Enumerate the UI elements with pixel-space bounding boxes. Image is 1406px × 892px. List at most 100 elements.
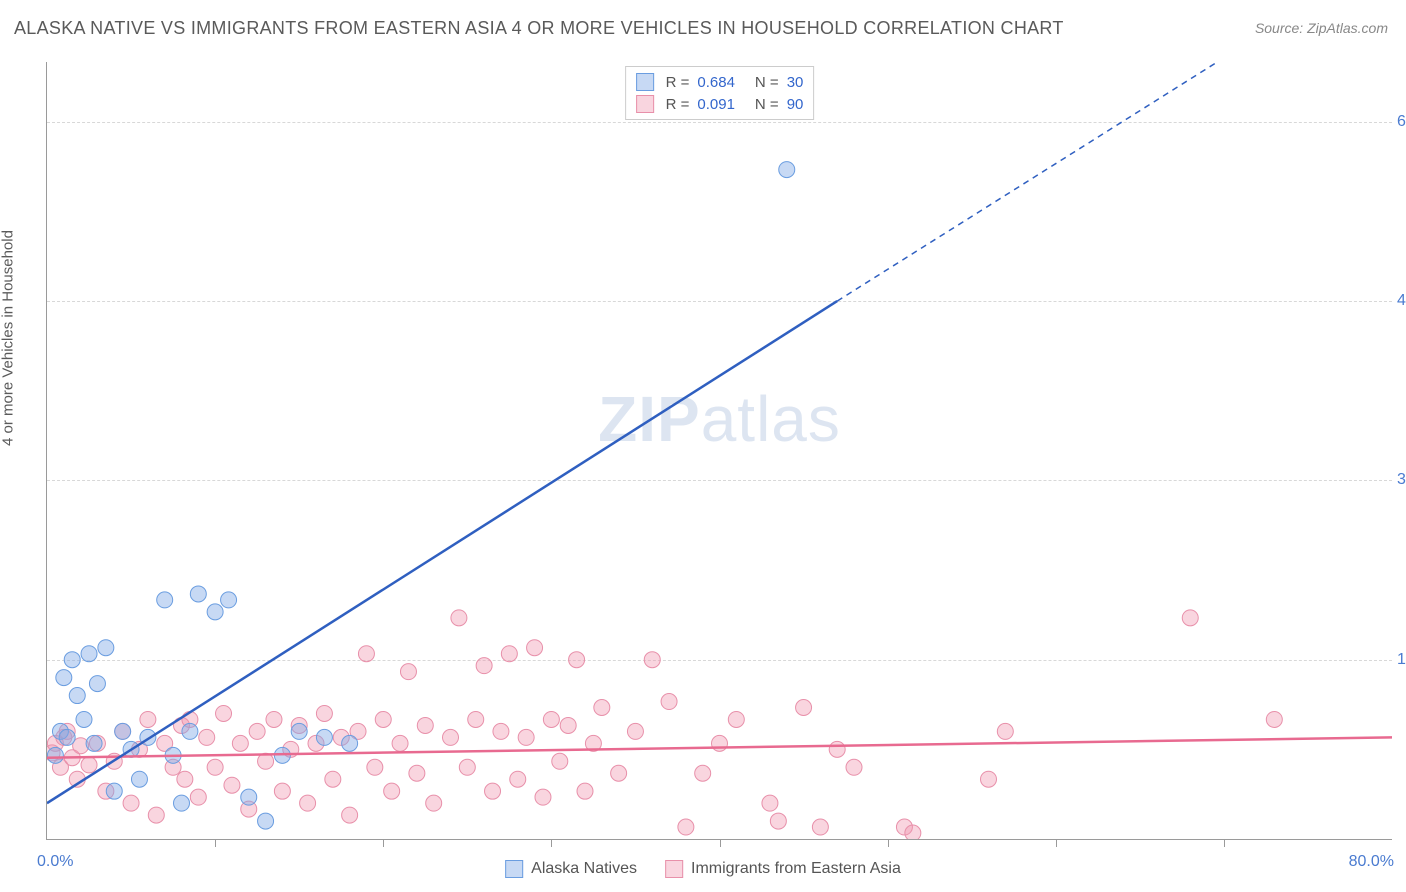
point-b [316,705,332,721]
source-attribution: Source: ZipAtlas.com [1255,20,1388,36]
point-b [527,640,543,656]
point-b [905,825,921,839]
point-b [627,723,643,739]
point-b [678,819,694,835]
point-b [81,757,97,773]
point-b [266,711,282,727]
point-b [400,664,416,680]
point-a [76,711,92,727]
point-b [535,789,551,805]
point-b [577,783,593,799]
x-tick [720,839,721,847]
point-b [216,705,232,721]
point-b [485,783,501,799]
point-b [501,646,517,662]
point-b [249,723,265,739]
point-b [552,753,568,769]
point-b [325,771,341,787]
point-b [712,735,728,751]
point-b [190,789,206,805]
legend-label-b: Immigrants from Eastern Asia [691,860,901,878]
point-a [131,771,147,787]
point-a [64,652,80,668]
point-b [468,711,484,727]
point-b [148,807,164,823]
point-b [224,777,240,793]
point-b [518,729,534,745]
point-a [98,640,114,656]
point-b [611,765,627,781]
legend-swatch-b [636,95,654,113]
n-label-a: N = [755,74,779,91]
point-a [221,592,237,608]
point-b [829,741,845,757]
legend-bottom: Alaska Natives Immigrants from Eastern A… [505,860,901,878]
y-tick-label: 30.0% [1397,471,1406,489]
legend-stats-row-a: R = 0.684 N = 30 [636,71,804,93]
point-a [86,735,102,751]
point-a [47,747,63,763]
chart-title: ALASKA NATIVE VS IMMIGRANTS FROM EASTERN… [14,18,1064,39]
point-b [981,771,997,787]
legend-swatch-b-bottom [665,860,683,878]
point-b [342,807,358,823]
y-tick-label: 60.0% [1397,113,1406,131]
point-a [157,592,173,608]
r-value-a: 0.684 [697,74,735,91]
point-b [300,795,316,811]
point-b [384,783,400,799]
point-b [367,759,383,775]
r-label-a: R = [666,74,690,91]
x-tick [215,839,216,847]
point-b [140,711,156,727]
point-b [451,610,467,626]
point-a [316,729,332,745]
point-b [123,795,139,811]
point-b [695,765,711,781]
point-b [476,658,492,674]
point-b [728,711,744,727]
legend-label-a: Alaska Natives [531,860,637,878]
point-b [661,694,677,710]
point-a [81,646,97,662]
legend-item-b: Immigrants from Eastern Asia [665,860,901,878]
regression-line-a-solid [47,301,837,803]
point-b [274,783,290,799]
n-value-b: 90 [787,96,804,113]
point-a [779,162,795,178]
r-value-b: 0.091 [697,96,735,113]
point-b [644,652,660,668]
point-b [409,765,425,781]
point-b [232,735,248,751]
n-label-b: N = [755,96,779,113]
point-a [69,688,85,704]
point-b [594,700,610,716]
point-a [115,723,131,739]
point-a [190,586,206,602]
point-a [342,735,358,751]
x-tick [888,839,889,847]
point-b [543,711,559,727]
point-b [443,729,459,745]
point-b [846,759,862,775]
point-b [569,652,585,668]
point-b [375,711,391,727]
point-a [258,813,274,829]
legend-stats-box: R = 0.684 N = 30 R = 0.091 N = 90 [625,66,815,120]
point-b [1182,610,1198,626]
y-tick-label: 45.0% [1397,292,1406,310]
point-b [392,735,408,751]
y-tick-label: 15.0% [1397,651,1406,669]
point-b [358,646,374,662]
point-a [182,723,198,739]
point-b [812,819,828,835]
point-b [997,723,1013,739]
point-b [426,795,442,811]
point-a [89,676,105,692]
point-a [291,723,307,739]
point-b [493,723,509,739]
x-tick [1056,839,1057,847]
regression-line-a-dashed [837,62,1274,301]
point-b [207,759,223,775]
plot-area: ZIPatlas R = 0.684 N = 30 R = 0.091 N = … [46,62,1392,840]
